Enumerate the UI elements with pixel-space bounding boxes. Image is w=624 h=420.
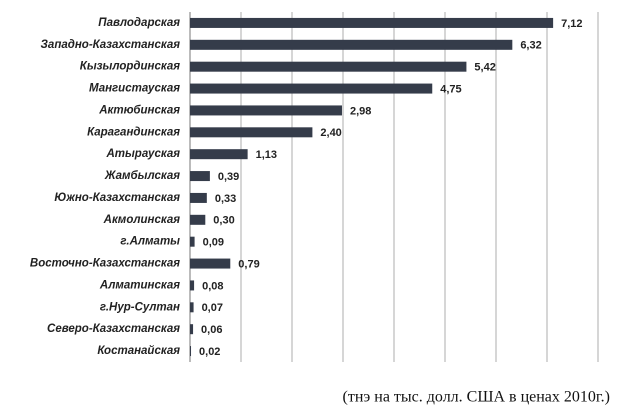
category-label: Костанайская bbox=[97, 345, 180, 357]
value-label: 0,39 bbox=[218, 171, 239, 183]
bar bbox=[190, 346, 192, 357]
bar bbox=[190, 236, 195, 247]
value-label: 2,98 bbox=[350, 105, 371, 117]
value-label: 7,12 bbox=[561, 18, 582, 30]
value-label: 0,79 bbox=[238, 258, 259, 270]
bar bbox=[190, 302, 194, 313]
bar bbox=[190, 61, 467, 72]
bar bbox=[190, 127, 313, 138]
bar bbox=[190, 280, 195, 291]
value-label: 0,06 bbox=[201, 324, 222, 336]
bar bbox=[190, 258, 231, 269]
value-label: 0,30 bbox=[213, 215, 234, 227]
category-label: Мангистауская bbox=[89, 83, 180, 95]
category-label: Павлодарская bbox=[98, 17, 180, 29]
category-label: Карагандинская bbox=[87, 126, 180, 138]
category-label: Алматинская bbox=[99, 279, 180, 291]
value-label: 2,40 bbox=[320, 127, 341, 139]
value-label: 5,42 bbox=[474, 62, 495, 74]
caption: (тнэ на тыс. долл. США в ценах 2010г.) bbox=[343, 389, 611, 406]
category-label: г.Алматы bbox=[120, 236, 180, 248]
value-label: 1,13 bbox=[256, 149, 277, 161]
category-label: Восточно-Казахстанская bbox=[30, 258, 180, 270]
value-label: 0,33 bbox=[215, 193, 236, 205]
bar bbox=[190, 192, 207, 203]
value-label: 6,32 bbox=[520, 40, 541, 52]
category-label: Кызылординская bbox=[80, 61, 180, 73]
category-label: Западно-Казахстанская bbox=[41, 39, 181, 51]
bar bbox=[190, 214, 206, 225]
category-label: Южно-Казахстанская bbox=[54, 192, 180, 204]
value-label: 4,75 bbox=[440, 83, 461, 95]
category-label: Атырауская bbox=[105, 148, 180, 160]
category-label: Актюбинская bbox=[98, 104, 180, 116]
bar bbox=[190, 17, 554, 28]
bar bbox=[190, 171, 210, 182]
bar bbox=[190, 83, 433, 94]
category-label: Северо-Казахстанская bbox=[47, 323, 180, 335]
bar bbox=[190, 105, 342, 116]
bar bbox=[190, 149, 248, 160]
category-label: Жамбылская bbox=[104, 170, 180, 182]
value-label: 0,07 bbox=[202, 302, 223, 314]
bar bbox=[190, 39, 513, 50]
value-label: 0,08 bbox=[202, 280, 223, 292]
bar bbox=[190, 324, 194, 335]
value-label: 0,09 bbox=[203, 237, 224, 249]
category-label: г.Нур-Султан bbox=[100, 301, 180, 313]
value-label: 0,02 bbox=[199, 346, 220, 358]
category-label: Акмолинская bbox=[103, 214, 181, 226]
